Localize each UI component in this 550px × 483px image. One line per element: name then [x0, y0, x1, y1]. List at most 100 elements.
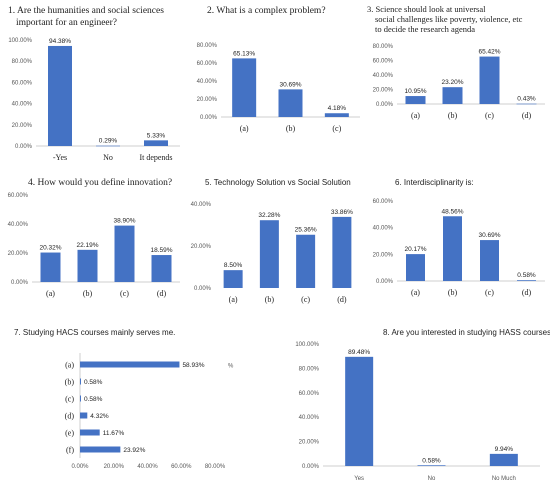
chart-4-bar: [151, 255, 172, 282]
chart-4-category-label: (a): [46, 289, 55, 298]
chart-2-category-label: (a): [240, 124, 249, 133]
chart-4-ytick-label: 60.00%: [8, 193, 29, 199]
chart-title-4: 4. How would you define innovation?: [28, 178, 173, 188]
chart-title-3-line-3: to decide the research agenda: [375, 24, 476, 34]
chart-1-category-label: -Yes: [53, 153, 67, 162]
chart-6-bar: [517, 280, 536, 281]
chart-6-data-label: 0.58%: [517, 272, 536, 279]
chart-7-bar: [80, 378, 81, 385]
chart-title-1-line-1: 1. Are the humanities and social science…: [8, 6, 164, 16]
chart-8-ytick-label: 20.00%: [299, 440, 320, 446]
chart-3-ytick-label: 60.00%: [373, 59, 394, 65]
chart-title-7: 7. Studying HACS courses mainly serves m…: [14, 328, 176, 337]
chart-6-bar: [406, 254, 425, 281]
chart-4-data-label: 18.59%: [150, 247, 172, 254]
chart-3-ytick-label: 40.00%: [373, 73, 394, 79]
chart-5-category-label: (b): [265, 295, 275, 304]
chart-3-data-label: 65.42%: [478, 49, 500, 56]
chart-8-bar: [417, 465, 446, 466]
chart-panel-5: 5. Technology Solution vs Social Solutio…: [185, 170, 365, 320]
chart-3-category-label: (b): [448, 111, 458, 120]
chart-8-data-label: 9.94%: [495, 446, 514, 453]
chart-2-ytick-label: 80.00%: [197, 43, 218, 49]
chart-panel-6: 6. Interdisciplinarity is: 0.00% 20.00% 40…: [365, 170, 550, 320]
chart-1-ytick-label: 0.00%: [15, 144, 33, 150]
chart-7-xtick-label: 40.00%: [137, 464, 158, 470]
chart-5-bar: [259, 220, 279, 288]
chart-7-data-label: 11.67%: [103, 430, 125, 437]
chart-7-data-label: 0.58%: [84, 379, 103, 386]
chart-panel-3: 3. Science should look at universal soci…: [365, 0, 550, 170]
chart-1-bar: [48, 45, 72, 146]
chart-title-2: 2. What is a complex problem?: [207, 6, 326, 16]
chart-panel-7: 7. Studying HACS courses mainly serves m…: [0, 320, 285, 483]
chart-4-ytick-label: 0.00%: [11, 280, 29, 286]
chart-7-bar: [80, 412, 88, 419]
chart-8-ytick-label: 0.00%: [302, 464, 320, 470]
chart-7-svg: (a) 58.93% (b) 0.58% (c) 0.58% (d) 4.32% (e) 11.6…: [65, 353, 234, 470]
chart-5-ytick-label: 20.00%: [191, 244, 212, 250]
chart-4-data-label: 22.19%: [76, 242, 98, 249]
chart-4-category-label: (b): [83, 289, 93, 298]
chart-5-ytick-label: 0.00%: [194, 286, 212, 292]
chart-5-bar: [223, 270, 243, 288]
chart-7-category-label: (a): [65, 361, 74, 370]
chart-8-ytick-label: 80.00%: [299, 366, 320, 372]
chart-4-bar: [114, 225, 135, 282]
chart-6-ytick-label: 40.00%: [373, 226, 394, 232]
chart-7-category-label: (e): [65, 429, 74, 438]
chart-8-ytick-label: 40.00%: [299, 415, 320, 421]
chart-1-data-label: 94.38%: [49, 38, 71, 45]
chart-title-3-line-2: social challenges like poverty, violence…: [375, 14, 523, 24]
chart-1-ytick-label: 40.00%: [12, 102, 33, 108]
chart-8-svg: 0.00% 20.00% 40.00% 60.00% 80.00% 100.00% 89.4…: [295, 342, 540, 482]
chart-8-bar: [489, 453, 518, 466]
chart-7-bar: [80, 395, 81, 402]
chart-1-svg: 0.00% 20.00% 40.00% 60.00% 80.00% 100.00% 94.3…: [8, 38, 180, 162]
chart-3-ytick-label: 20.00%: [373, 88, 394, 94]
chart-1-ytick-label: 80.00%: [12, 59, 33, 65]
chart-1-ytick-label: 100.00%: [8, 38, 32, 44]
chart-6-category-label: (d): [522, 288, 532, 297]
chart-panel-8: 8. Are you interested in studying HASS c…: [285, 320, 550, 483]
chart-4-data-label: 38.90%: [113, 218, 135, 225]
chart-2-data-label: 30.69%: [279, 81, 301, 88]
chart-3-svg: 0.00% 20.00% 40.00% 60.00% 80.00% 10.95% (a) 23…: [373, 44, 545, 120]
chart-3-data-label: 23.20%: [441, 79, 463, 86]
chart-5-category-label: (c): [301, 295, 310, 304]
chart-title-1-line-2: important for an engineer?: [16, 18, 118, 28]
chart-8-category-label: Yes: [354, 476, 364, 482]
chart-3-category-label: (a): [411, 111, 420, 120]
chart-7-bar: [80, 429, 100, 436]
chart-4-category-label: (c): [120, 289, 129, 298]
chart-3-category-label: (d): [522, 111, 532, 120]
chart-title-5: 5. Technology Solution vs Social Solutio…: [205, 178, 351, 187]
chart-3-bar: [479, 56, 500, 104]
chart-5-ytick-label: 40.00%: [191, 202, 212, 208]
chart-7-bar: [80, 361, 180, 368]
chart-panel-1: 1. Are the humanities and social science…: [0, 0, 185, 170]
chart-2-bar: [232, 58, 257, 117]
chart-4-category-label: (d): [157, 289, 167, 298]
chart-2-data-label: 65.13%: [233, 50, 255, 57]
chart-6-ytick-label: 20.00%: [373, 252, 394, 258]
chart-1-ytick-label: 60.00%: [12, 80, 33, 86]
chart-7-category-label: (c): [65, 395, 74, 404]
chart-6-svg: 0.00% 20.00% 40.00% 60.00% 20.17% (a) 48.56% (b…: [373, 199, 545, 297]
chart-7-xtick-label: 60.00%: [171, 464, 192, 470]
chart-3-data-label: 10.95%: [404, 88, 426, 95]
chart-6-category-label: (c): [485, 288, 494, 297]
chart-5-data-label: 25.36%: [295, 227, 317, 234]
chart-8-category-label: No Much: [492, 476, 516, 482]
chart-6-data-label: 48.56%: [441, 208, 463, 215]
chart-4-bar: [77, 249, 98, 282]
chart-6-data-label: 20.17%: [404, 246, 426, 253]
chart-3-bar: [442, 87, 463, 104]
chart-3-ytick-label: 0.00%: [376, 102, 394, 108]
chart-panel-4: 4. How would you define innovation? 0.00…: [0, 170, 185, 320]
chart-7-data-label: 0.58%: [84, 396, 103, 403]
chart-3-bar: [516, 103, 537, 105]
chart-1-data-label: 0.29%: [99, 138, 118, 145]
chart-2-bar: [324, 113, 349, 117]
chart-5-category-label: (a): [229, 295, 238, 304]
